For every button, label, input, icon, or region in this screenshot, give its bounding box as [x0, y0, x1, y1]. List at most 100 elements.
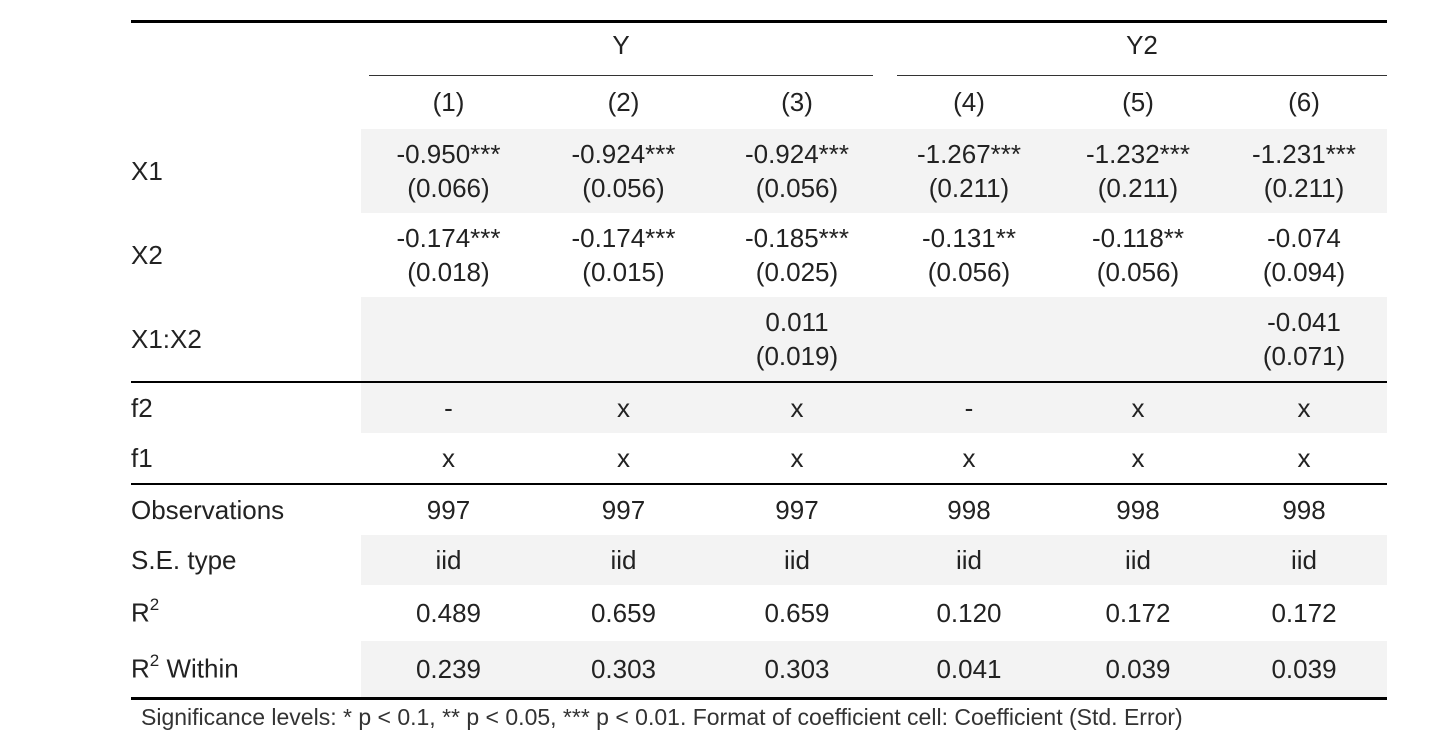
coefficient-value: -1.231***: [1251, 139, 1357, 169]
coef-cell: -1.231*** (0.211): [1221, 129, 1388, 213]
coefficient-value: -0.074: [1267, 223, 1341, 253]
coef-cell: -1.232*** (0.211): [1055, 129, 1221, 213]
cell-value: iid: [610, 544, 637, 575]
coef-cell: -0.174*** (0.018): [361, 213, 536, 297]
coef-cell: -0.924*** (0.056): [536, 129, 711, 213]
std-error-value: (0.056): [1096, 257, 1180, 287]
cell-value: x: [790, 442, 804, 473]
row-label-text: f1: [131, 442, 153, 473]
superscript: 2: [149, 595, 160, 615]
coefficient-value: -0.131**: [922, 223, 1016, 253]
coef-cell: 0.011 (0.019): [711, 297, 883, 382]
fixed-effect-cell: x: [361, 433, 536, 484]
cell-value: x: [1131, 442, 1145, 473]
stat-cell: iid: [1221, 535, 1388, 585]
std-error-value: (0.066): [407, 173, 490, 203]
stat-cell: 0.489: [361, 585, 536, 641]
stat-cell: 0.041: [883, 641, 1055, 699]
coefficient-value: -0.174***: [396, 223, 501, 253]
stat-cell: 0.659: [711, 585, 883, 641]
row-label-text: X1:X2: [131, 324, 202, 354]
cell-value: iid: [955, 544, 982, 575]
cell-value: x: [442, 442, 455, 473]
row-label-text: R: [131, 597, 150, 628]
std-error-value: (0.019): [755, 341, 839, 371]
coef-cell: -0.174*** (0.015): [536, 213, 711, 297]
cell-value: 0.120: [936, 597, 1002, 628]
stat-cell: 0.172: [1221, 585, 1387, 641]
std-error-value: (0.094): [1262, 257, 1346, 287]
cell-value: 0.303: [590, 653, 657, 684]
coef-cell: -0.185*** (0.025): [711, 213, 883, 297]
fixed-effect-cell: x: [711, 433, 883, 484]
cell-value: 997: [775, 494, 819, 525]
std-error-value: (0.015): [582, 257, 665, 287]
coefficient-value: -0.950***: [396, 139, 501, 169]
header-corner: [131, 22, 361, 77]
coef-cell: [883, 297, 1055, 382]
cell-value: x: [1297, 442, 1311, 473]
stat-cell: 0.120: [883, 585, 1055, 641]
group-header-y2: Y2: [883, 22, 1388, 76]
cell-value: 998: [1282, 494, 1326, 525]
row-label: X2: [131, 213, 361, 297]
stat-cell: iid: [536, 535, 711, 585]
stat-cell: 998: [1221, 483, 1388, 535]
cell-value: iid: [435, 544, 462, 575]
coef-row: X1:X2 0.011 (0.019) -0.041 (0.071): [131, 297, 1388, 382]
coef-cell: -1.267*** (0.211): [883, 129, 1055, 213]
stat-cell: 0.239: [361, 641, 536, 699]
row-label: X1: [131, 129, 361, 213]
row-label: X1:X2: [131, 297, 361, 382]
stat-row: Observations 997 997 997 998 998 998: [131, 483, 1388, 535]
cell-value: x: [962, 442, 976, 473]
group-header-row: Y Y2: [131, 21, 1388, 77]
table-body: X1 -0.950*** (0.066) -0.924*** (0.056) -0.924…: [131, 129, 1388, 699]
coefficient-value: -0.924***: [744, 139, 850, 169]
coefficient-value: -0.041: [1267, 307, 1341, 337]
model-header: (1): [432, 87, 465, 117]
coefficient-value: -0.174***: [571, 223, 676, 253]
cell-value: iid: [1124, 544, 1151, 575]
superscript: 2: [149, 651, 160, 671]
stat-cell: 998: [1055, 483, 1221, 535]
coef-cell: -0.041 (0.071): [1221, 297, 1388, 382]
coefficient-value: -0.924***: [571, 139, 676, 169]
row-label: f2: [131, 381, 361, 433]
std-error-value: (0.211): [1263, 173, 1345, 203]
cell-value: -: [444, 392, 453, 423]
coef-row: X1 -0.950*** (0.066) -0.924*** (0.056) -0.924…: [131, 129, 1388, 213]
fixed-effect-cell: x: [883, 433, 1055, 484]
regression-table: Y Y2 (1) (2) (3) (4) (5) (6) X1 -0.950***…: [131, 20, 1388, 700]
row-label: S.E. type: [131, 535, 361, 585]
coefficient-value: -1.267***: [916, 139, 1022, 169]
stat-cell: 0.039: [1221, 641, 1388, 699]
cell-value: iid: [783, 544, 810, 575]
stat-cell: iid: [1055, 535, 1221, 585]
cell-value: 0.659: [590, 597, 657, 628]
fixed-effect-row: f1 x x x x x x: [131, 433, 1387, 484]
std-error-value: (0.056): [927, 257, 1011, 287]
cell-value: x: [1297, 392, 1311, 423]
stat-cell: 0.659: [536, 585, 711, 641]
row-label-text: X2: [131, 240, 163, 270]
coef-row: X2 -0.174*** (0.018) -0.174*** (0.015) -0.185…: [131, 213, 1387, 297]
std-error-value: (0.025): [755, 257, 839, 287]
std-error-value: (0.071): [1262, 341, 1346, 371]
cell-value: 0.172: [1271, 597, 1337, 628]
cell-value: 0.039: [1271, 653, 1337, 684]
stat-cell: 998: [883, 483, 1055, 535]
model-header: (6): [1288, 87, 1320, 117]
fixed-effect-cell: x: [1055, 381, 1221, 433]
std-error-value: (0.211): [1097, 173, 1179, 203]
group-header-y: Y: [361, 22, 883, 76]
row-label-text: Observations: [131, 494, 285, 525]
coefficient-value: 0.011: [765, 307, 829, 337]
fixed-effect-cell: x: [1221, 433, 1387, 484]
std-error-value: (0.056): [582, 173, 665, 203]
model-header: (2): [607, 87, 640, 117]
cell-value: 997: [426, 494, 471, 525]
model-header-row: (1) (2) (3) (4) (5) (6): [131, 76, 1387, 129]
std-error-value: (0.211): [928, 173, 1010, 203]
footnote: Significance levels: * p < 0.1, ** p < 0…: [141, 704, 1183, 730]
